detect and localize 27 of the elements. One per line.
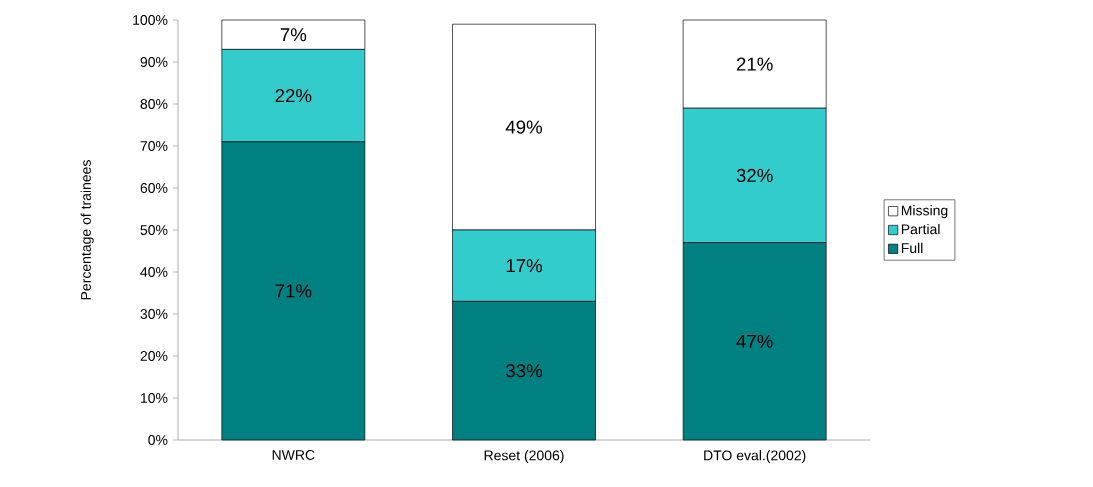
y-tick-label: 100% bbox=[133, 15, 168, 25]
data-label: 33% bbox=[506, 364, 543, 378]
y-tick-label: 60% bbox=[140, 183, 168, 193]
legend-label: Partial bbox=[901, 223, 940, 235]
y-tick-label: 40% bbox=[140, 267, 168, 277]
data-label: 21% bbox=[736, 57, 773, 71]
y-tick-label: 50% bbox=[140, 225, 168, 235]
x-tick-label: NWRC bbox=[272, 450, 315, 460]
data-label: 7% bbox=[280, 28, 307, 42]
y-tick-label: 90% bbox=[140, 57, 168, 67]
y-axis-title: Percentage of trainees bbox=[80, 160, 94, 300]
y-tick-label: 80% bbox=[140, 99, 168, 109]
data-label: 17% bbox=[506, 259, 543, 273]
data-label: 71% bbox=[275, 284, 312, 298]
data-label: 49% bbox=[505, 120, 543, 134]
data-label: 32% bbox=[736, 168, 773, 183]
y-tick-label: 0% bbox=[148, 435, 168, 445]
legend-label: Missing bbox=[901, 205, 948, 219]
legend-label: Full bbox=[901, 242, 923, 254]
y-tick-label: 10% bbox=[141, 393, 168, 403]
x-tick-label: Reset (2006) bbox=[484, 450, 564, 464]
y-tick-label: 30% bbox=[140, 309, 168, 319]
y-tick-label: 70% bbox=[140, 141, 168, 151]
data-label: 47% bbox=[736, 334, 773, 348]
x-tick-label: DTO eval.(2002) bbox=[704, 450, 806, 464]
data-label: 22% bbox=[275, 89, 312, 103]
y-tick-label: 20% bbox=[140, 351, 168, 361]
